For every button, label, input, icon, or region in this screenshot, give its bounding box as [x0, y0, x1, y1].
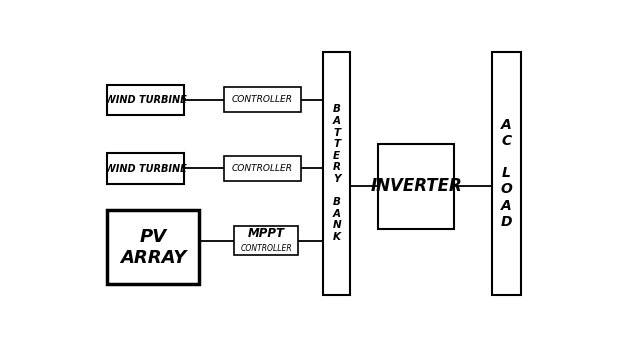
Text: MPPT: MPPT	[248, 227, 285, 240]
Text: CONTROLLER: CONTROLLER	[232, 164, 292, 173]
FancyBboxPatch shape	[108, 153, 184, 184]
Text: WIND TURBINE: WIND TURBINE	[105, 95, 187, 105]
FancyBboxPatch shape	[224, 156, 301, 181]
FancyBboxPatch shape	[108, 85, 184, 115]
Text: B
A
T
T
E
R
Y
 
B
A
N
K: B A T T E R Y B A N K	[332, 104, 341, 242]
FancyBboxPatch shape	[492, 52, 522, 295]
FancyBboxPatch shape	[323, 52, 350, 295]
Text: INVERTER: INVERTER	[370, 177, 462, 196]
FancyBboxPatch shape	[108, 210, 199, 284]
FancyBboxPatch shape	[234, 226, 298, 255]
Text: WIND TURBINE: WIND TURBINE	[105, 164, 187, 174]
Text: A
C
 
L
O
A
D: A C L O A D	[500, 118, 513, 229]
Text: PV
ARRAY: PV ARRAY	[120, 228, 186, 267]
FancyBboxPatch shape	[378, 144, 454, 229]
Text: CONTROLLER: CONTROLLER	[240, 244, 292, 253]
Text: CONTROLLER: CONTROLLER	[232, 95, 292, 104]
FancyBboxPatch shape	[224, 87, 301, 113]
